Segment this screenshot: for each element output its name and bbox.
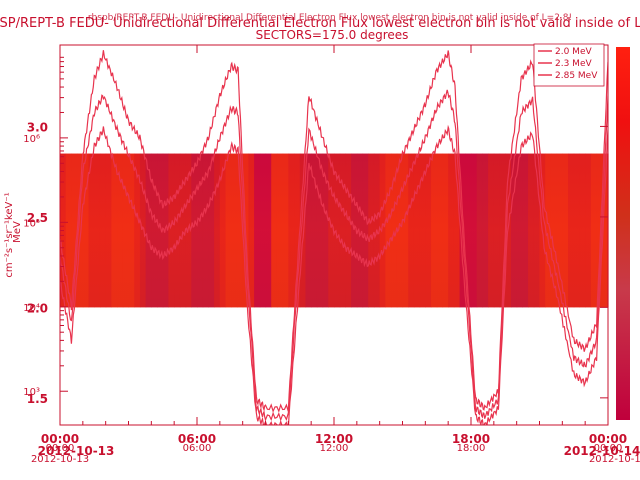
x-tick-label: 18:00 [452,432,490,446]
y-flux-tick-label: 10⁵ [23,218,40,229]
spectrogram [60,153,609,308]
flux-line-2 [60,89,608,422]
colorbar [616,47,630,420]
legend-label-1: 2.0 MeV [555,47,592,57]
y-axis-label-energy: MeV [12,221,23,243]
x-date-overlay-label: 2012-10-13 [31,454,89,465]
x-tick-overlay-label: 12:00 [320,443,349,454]
y-flux-tick-label: 10⁴ [23,303,40,314]
x-tick-label: 00:00 [589,432,627,446]
x-tick-overlay-label: 00:00 [46,443,75,454]
x-tick-label: 00:00 [41,432,79,446]
legend-label-3: 2.85 MeV [555,71,598,81]
chart-subtitle: SECTORS=175.0 degrees [256,28,409,42]
x-date-overlay-label: 2012-10-14 [589,454,640,465]
y-flux-tick-label: 10³ [23,387,40,398]
x-tick-label: 12:00 [315,432,353,446]
flux-line-1 [60,50,608,413]
x-tick-label: 06:00 [178,432,216,446]
chart-title-overlay: rbspb/REPT-B FEDU- Unidirectional Differ… [88,13,572,23]
legend: 2.0 MeV 2.3 MeV 2.85 MeV [533,43,605,87]
y-energy-tick-label: 2.0 [27,301,48,315]
flux-line-3 [60,124,608,425]
y-axis-label-flux: cm⁻²s⁻¹sr⁻¹keV⁻¹ [4,192,15,277]
x-date-label: 2012-10-14 [564,444,640,458]
y-flux-tick-label: 10⁶ [23,134,40,145]
y-energy-tick-label: 3.0 [27,120,48,134]
x-date-label: 2012-10-13 [38,444,115,458]
x-tick-overlay-label: 00:00 [594,443,623,454]
x-tick-overlay-label: 06:00 [183,443,212,454]
y-energy-tick-label: 2.5 [27,211,48,225]
y-energy-tick-label: 1.5 [27,392,48,406]
axes: 00:0000:002012-10-132012-10-1306:0006:00… [23,45,640,465]
x-tick-overlay-label: 18:00 [457,443,486,454]
chart-title: RBSP/REPT-B FEDU- Unidirectional Differe… [0,16,640,31]
legend-label-2: 2.3 MeV [555,59,592,69]
flux-lines [60,50,608,425]
